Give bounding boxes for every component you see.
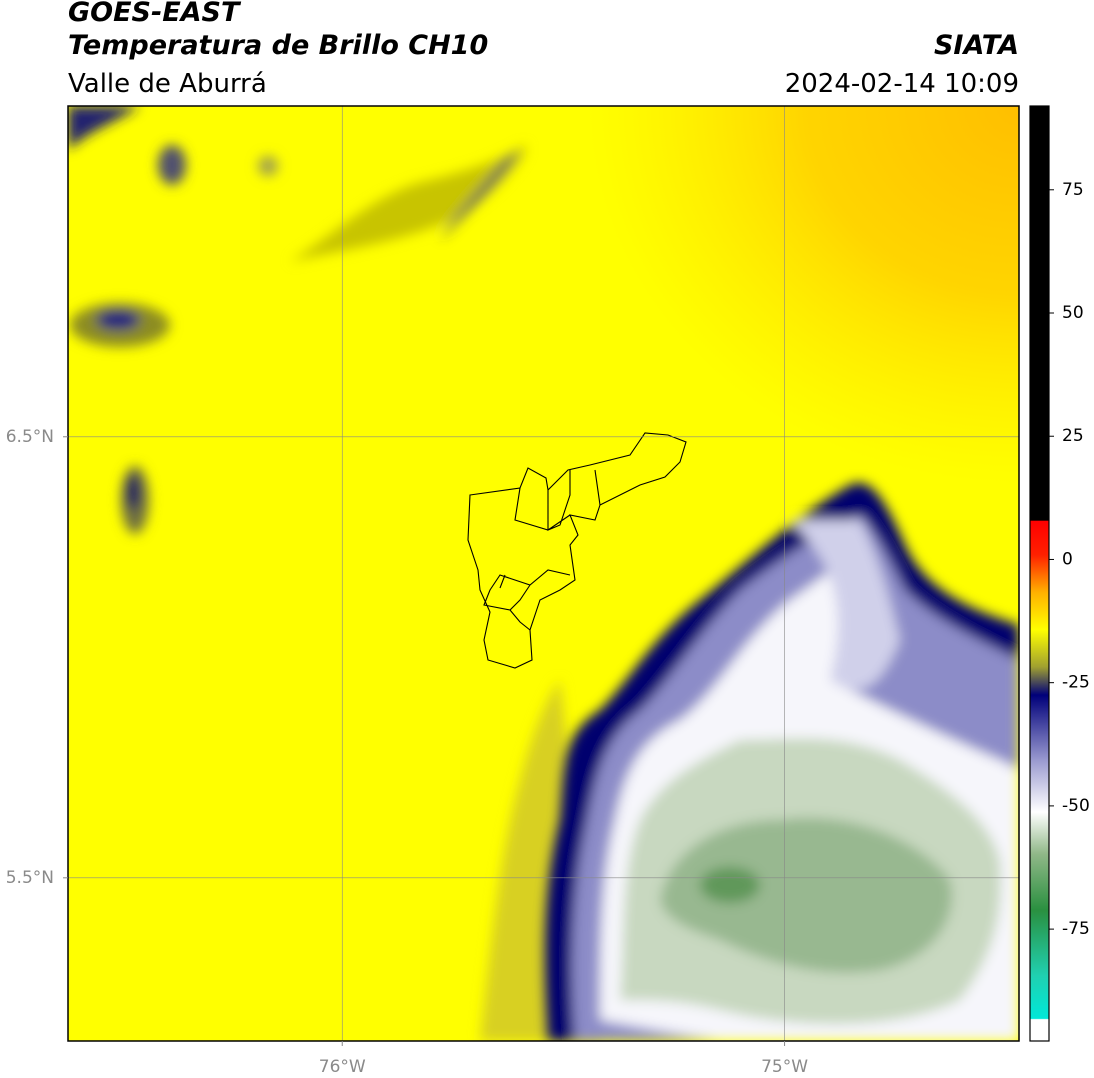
subtitle: Temperatura de Brillo CH10 [68,30,488,61]
colorbar-label: -50 [1062,796,1090,816]
datetime: 2024-02-14 10:09 [785,69,1019,99]
lon-label: 76°W [319,1057,366,1077]
colorbar-label: 75 [1062,180,1084,200]
lat-label: 5.5°N [6,868,54,888]
colorbar-label: 50 [1062,303,1084,323]
lat-label: 6.5°N [6,427,54,447]
region: Valle de Aburrá [68,69,267,99]
graticule [68,106,1019,1041]
colorbar-label: 0 [1062,549,1073,569]
lon-label: 75°W [761,1057,808,1077]
map-frame [67,105,1020,1042]
colorbar-label: -25 [1062,673,1090,693]
colorbar [1029,105,1050,1042]
colorbar-label: 25 [1062,426,1084,446]
source: SIATA [934,30,1019,61]
municipality-boundaries [467,432,687,669]
colorbar-label: -75 [1062,919,1090,939]
satellite-image [68,106,1019,1041]
title: GOES-EAST [68,0,242,28]
